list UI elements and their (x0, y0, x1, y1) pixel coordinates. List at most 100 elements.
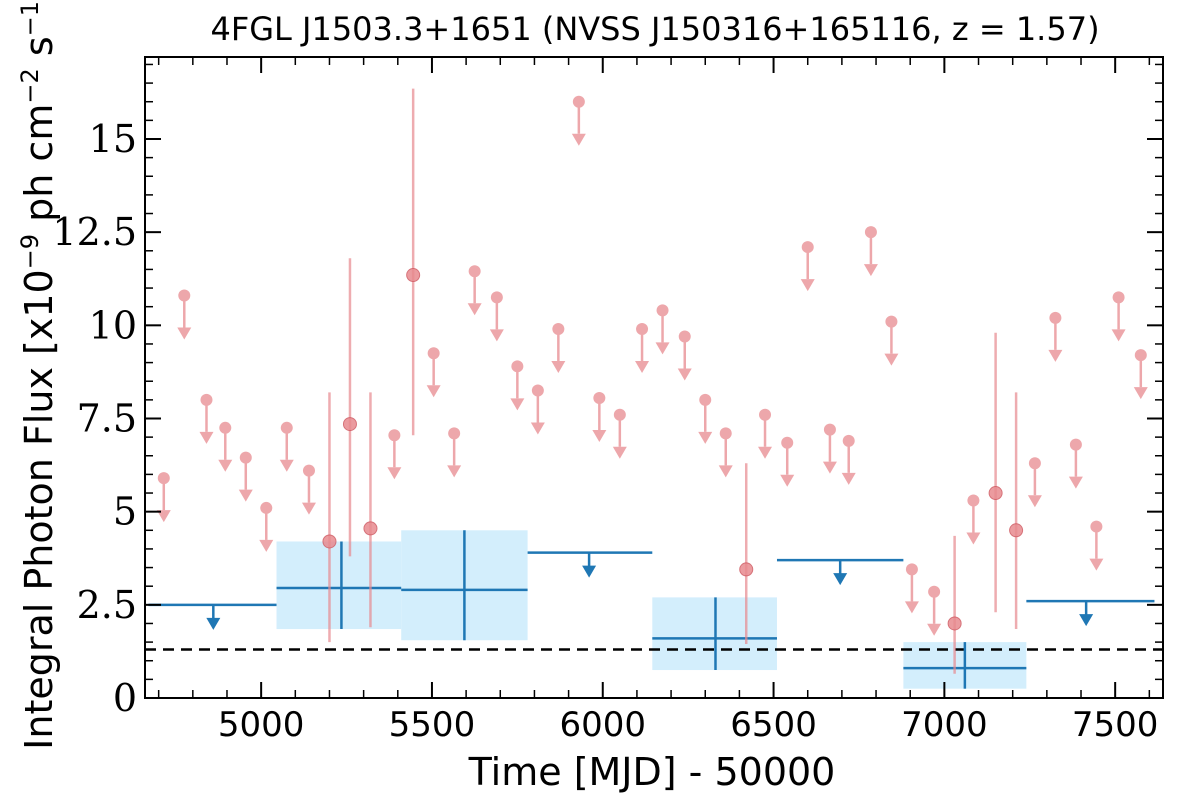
detection-marker (947, 616, 962, 631)
upper-limit-point-19 (635, 323, 650, 374)
detection-marker (363, 521, 378, 536)
long-bin-detection-1 (401, 530, 528, 641)
upper-limit-point-9 (426, 347, 441, 398)
y-tick-label: 0 (113, 676, 137, 720)
y-axis-label-exponent3: −1 (16, 1, 44, 36)
upper-limit-point-1 (177, 289, 192, 340)
upper-limit-point-23 (718, 427, 733, 478)
detection-marker (406, 268, 421, 283)
upper-limit-marker (1069, 438, 1082, 451)
upper-limit-marker (1090, 520, 1103, 533)
upper-limit-marker (864, 226, 877, 239)
x-tick-label: 6500 (730, 705, 817, 745)
upper-limit-marker (157, 472, 170, 485)
upper-limit-arrow-head (698, 431, 713, 444)
upper-limit-point-31 (904, 563, 919, 614)
upper-limit-point-32 (927, 585, 942, 636)
detection-point-1 (342, 258, 357, 557)
upper-limit-arrow-head (718, 465, 733, 478)
upper-limit-arrow-head (156, 510, 171, 523)
detection-point-5 (947, 535, 962, 674)
upper-limit-point-28 (841, 434, 856, 485)
upper-limit-marker (448, 427, 461, 440)
long-bin-box-0 (276, 541, 402, 630)
y-tick-label: 5 (113, 490, 137, 534)
upper-limit-arrow-head (177, 327, 192, 340)
detection-point-0 (322, 392, 337, 643)
upper-limit-marker (219, 421, 232, 434)
upper-limit-point-16 (571, 95, 586, 146)
upper-limit-arrow-head (927, 623, 942, 636)
upper-limit-marker (552, 323, 565, 336)
x-tick-label: 7000 (901, 705, 988, 745)
upper-limit-arrow-head (279, 459, 294, 472)
x-tick-label: 5000 (218, 705, 305, 745)
upper-limit-arrow-head (841, 472, 856, 485)
y-axis-label-exponent2: −2 (16, 68, 44, 103)
upper-limit-point-8 (387, 429, 402, 480)
upper-limit-marker (511, 360, 524, 373)
upper-limit-point-10 (447, 427, 462, 478)
y-tick-label: 12.5 (52, 210, 137, 254)
upper-limit-marker (1112, 291, 1125, 304)
upper-limit-marker (1134, 349, 1147, 362)
upper-limit-marker (823, 423, 836, 436)
upper-limit-marker (572, 95, 585, 108)
upper-limit-arrow-head (551, 361, 566, 374)
detection-point-2 (363, 392, 378, 628)
chart-title: 4FGL J1503.3+1651 (NVSS J150316+165116, … (210, 10, 1099, 48)
upper-limit-arrow-head (1068, 476, 1083, 489)
x-tick-label: 5500 (389, 705, 476, 745)
upper-limit-point-13 (510, 360, 525, 411)
upper-limit-point-22 (698, 393, 713, 444)
upper-limit-point-26 (800, 241, 815, 292)
upper-limit-arrow-head (1111, 329, 1126, 342)
upper-limit-marker (280, 421, 293, 434)
upper-limit-point-30 (884, 315, 899, 366)
upper-limit-arrow-head (426, 385, 441, 398)
upper-limit-arrow-head (571, 133, 586, 146)
y-axis-label-part2: ph cm (17, 104, 61, 234)
upper-limit-arrow-head (635, 361, 650, 374)
detection-marker (1009, 523, 1024, 538)
upper-limit-marker (678, 330, 691, 343)
upper-limit-point-36 (1068, 438, 1083, 489)
upper-limit-marker (719, 427, 732, 440)
detection-marker (739, 562, 754, 577)
upper-limit-point-29 (863, 226, 878, 277)
upper-limit-arrow-head (884, 353, 899, 366)
upper-limit-marker (178, 289, 191, 302)
upper-limit-arrow-head (780, 474, 795, 487)
detection-point-3 (406, 88, 421, 436)
upper-limit-arrow-head (199, 431, 214, 444)
upper-limit-point-14 (530, 384, 545, 435)
upper-limit-arrow-head (238, 489, 253, 502)
upper-limit-point-38 (1111, 291, 1126, 342)
upper-limit-marker (636, 323, 649, 336)
y-tick-label: 7.5 (77, 396, 137, 440)
long-bin-upper-limit-2 (776, 558, 904, 586)
upper-limit-point-4 (238, 451, 253, 502)
upper-limit-marker (885, 315, 898, 328)
upper-limit-marker (781, 436, 794, 449)
long-bin-detection-3 (903, 642, 1027, 689)
upper-limit-point-18 (612, 408, 627, 459)
upper-limit-marker (200, 393, 213, 406)
upper-limit-marker (531, 384, 544, 397)
upper-limit-arrow-head (1048, 349, 1063, 362)
detection-marker (342, 417, 357, 432)
plot-frame (144, 56, 1164, 699)
upper-limit-point-7 (301, 464, 316, 515)
upper-limit-arrow-head (467, 303, 482, 316)
upper-limit-arrow-head (1133, 387, 1148, 400)
y-axis-label-part1: Integral Photon Flux [x10 (17, 269, 61, 750)
upper-limit-marker (967, 494, 980, 507)
upper-limit-arrow-head (904, 601, 919, 614)
y-tick-label: 2.5 (77, 583, 137, 627)
upper-limit-marker (842, 434, 855, 447)
upper-limit-point-2 (199, 393, 214, 444)
upper-limit-arrow-head (387, 467, 402, 480)
long-bin-detection-0 (276, 541, 402, 630)
upper-limit-arrow-head (447, 465, 462, 478)
upper-limit-arrow-head (966, 532, 981, 545)
